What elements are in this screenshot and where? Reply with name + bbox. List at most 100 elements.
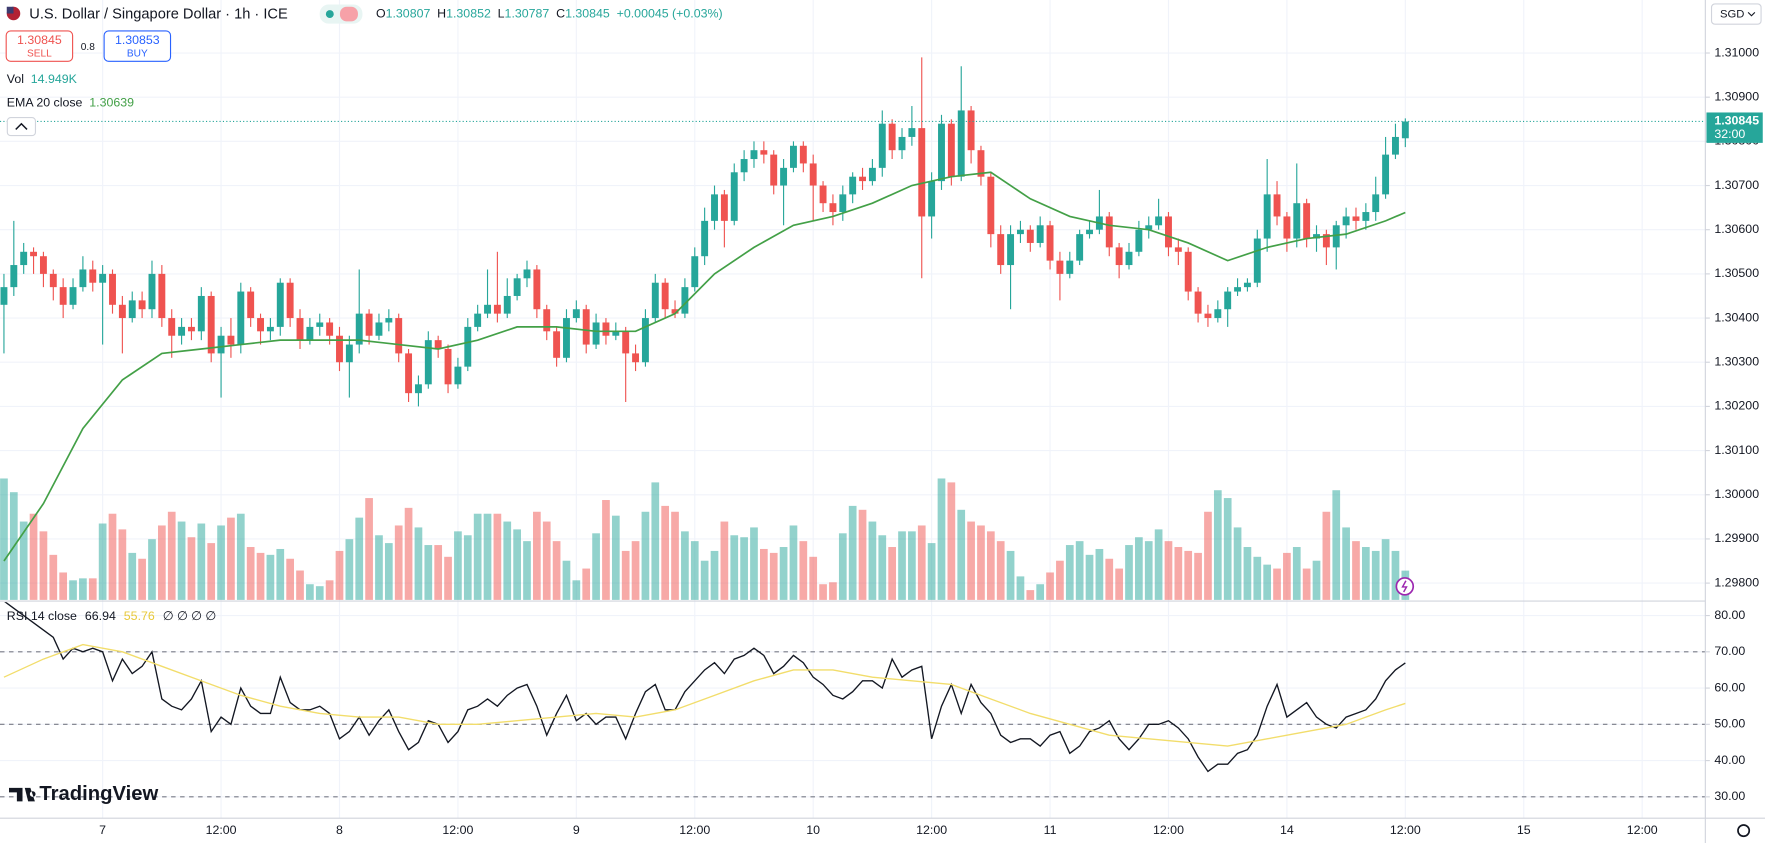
currency-button[interactable] <box>1710 3 1762 25</box>
candle-body <box>888 123 896 151</box>
candle-body <box>553 331 561 358</box>
y-tick-label: 80.00 <box>1714 608 1745 622</box>
candle-body <box>454 366 462 385</box>
volume-bar <box>246 547 255 600</box>
volume-bar <box>375 535 383 600</box>
candle-body <box>237 291 245 345</box>
volume-bar <box>1095 548 1104 600</box>
candle-body <box>227 335 235 345</box>
volume-bar <box>789 525 798 600</box>
volume-bar <box>651 482 660 600</box>
volume-bar <box>1352 541 1360 600</box>
rsi-legend: RSI 14 close 66.94 55.76 ∅ ∅ ∅ ∅ <box>7 609 216 623</box>
buy-button[interactable] <box>103 30 172 62</box>
volume-bar <box>207 543 216 600</box>
volume-bar <box>1283 552 1291 600</box>
volume-bar <box>917 525 926 600</box>
settings-icon[interactable] <box>1737 824 1751 838</box>
candle-body <box>928 181 936 217</box>
volume-bar <box>602 500 610 600</box>
candle-body <box>247 291 255 319</box>
x-tick-label: 12:00 <box>1627 823 1658 837</box>
volume-bar <box>878 535 887 600</box>
x-tick-label: 12:00 <box>916 823 947 837</box>
volume-bar <box>503 521 512 600</box>
volume-bar <box>552 541 561 600</box>
candle-body <box>79 269 87 288</box>
candle-body <box>691 256 699 288</box>
candle-body <box>711 194 718 221</box>
volume-bar <box>1223 498 1232 600</box>
sell-button[interactable] <box>5 30 74 62</box>
candle-body <box>1382 154 1390 195</box>
volume-bar <box>1184 550 1193 600</box>
logo-mark <box>9 787 36 802</box>
y-tick-label: 1.30900 <box>1714 89 1759 103</box>
candle-body <box>770 154 778 186</box>
volume-bar <box>977 525 985 600</box>
volume-bar <box>128 552 137 600</box>
volume-bar <box>1263 564 1272 600</box>
y-tick-label: 1.30400 <box>1714 310 1759 324</box>
y-tick-label: 1.30200 <box>1714 399 1759 413</box>
delay-icon <box>339 6 358 22</box>
rsi-label: RSI 14 close <box>7 609 77 623</box>
candle-body <box>908 128 916 137</box>
volume-bar <box>1016 576 1025 600</box>
candle-body <box>1283 216 1291 239</box>
volume-bar <box>829 582 837 600</box>
volume-bar <box>315 586 324 600</box>
y-tick-label: 40.00 <box>1714 753 1745 767</box>
collapse-button[interactable] <box>6 117 37 137</box>
volume-bar <box>39 531 48 600</box>
candle-body <box>345 344 353 363</box>
volume-bar <box>868 521 877 600</box>
candle-body <box>286 282 294 319</box>
volume-bar <box>542 521 551 600</box>
candle-body <box>1086 229 1093 235</box>
countdown: 32:00 <box>1714 127 1745 141</box>
candle-body <box>681 287 689 314</box>
volume-bar <box>819 584 827 600</box>
candle-body <box>1046 225 1054 261</box>
candle-body <box>503 295 511 314</box>
volume-bar <box>394 525 403 600</box>
volume-bar <box>690 541 699 600</box>
rsi-ma-value: 55.76 <box>124 609 155 623</box>
buy-label: BUY <box>127 49 148 60</box>
event-bolt <box>1401 580 1408 593</box>
candle-body <box>336 335 343 363</box>
spread: 0.8 <box>81 42 95 53</box>
volume-bar <box>1036 584 1045 600</box>
c-label: C <box>556 7 565 21</box>
candle-body <box>168 318 176 336</box>
volume-bar <box>898 531 906 600</box>
volume-bar <box>1085 554 1094 600</box>
candle-body <box>464 326 472 367</box>
volume-bar <box>1233 527 1242 600</box>
candle-body <box>1184 251 1192 292</box>
candle-body <box>30 251 38 257</box>
volume-bar <box>888 547 896 600</box>
candle-body <box>444 348 452 385</box>
candle-body <box>1007 234 1015 266</box>
candle-body <box>997 234 1005 266</box>
volume-bar <box>1391 550 1400 600</box>
symbol-title[interactable]: U.S. Dollar / Singapore Dollar · 1h · IC… <box>29 6 288 22</box>
volume-bar <box>1164 541 1173 600</box>
candle-body <box>849 176 857 195</box>
h-label: H <box>437 7 446 21</box>
buy-price: 1.30853 <box>115 33 160 47</box>
vol-unit: K <box>69 72 78 86</box>
volume-bar <box>29 513 38 600</box>
currency-caret <box>1747 11 1756 17</box>
candle-body <box>1234 287 1242 292</box>
volume-bar <box>1332 490 1341 600</box>
candle-body <box>839 194 847 213</box>
candle-body <box>780 167 788 186</box>
volume-bar <box>1135 537 1143 600</box>
ohlc-legend: O1.30807 H1.30852 L1.30787 C1.30845 +0.0… <box>376 7 723 21</box>
candle-body <box>1263 194 1271 239</box>
volume-bar <box>187 537 196 600</box>
volume-bar <box>838 533 847 600</box>
